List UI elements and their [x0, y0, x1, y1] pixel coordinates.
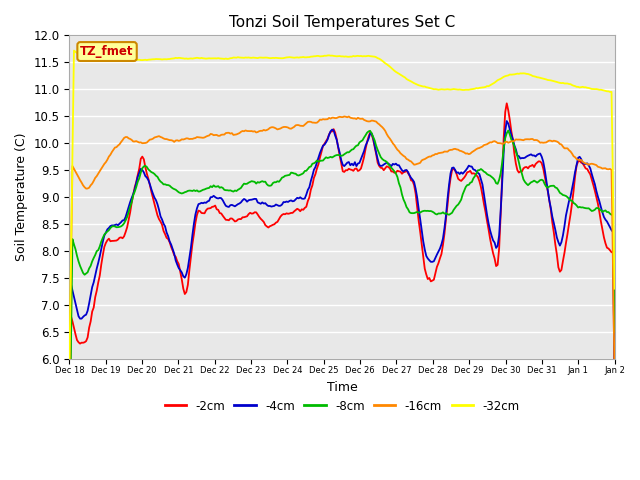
Text: TZ_fmet: TZ_fmet — [80, 45, 134, 58]
Y-axis label: Soil Temperature (C): Soil Temperature (C) — [15, 132, 28, 261]
Legend: -2cm, -4cm, -8cm, -16cm, -32cm: -2cm, -4cm, -8cm, -16cm, -32cm — [160, 395, 524, 417]
X-axis label: Time: Time — [326, 381, 357, 394]
Title: Tonzi Soil Temperatures Set C: Tonzi Soil Temperatures Set C — [229, 15, 455, 30]
